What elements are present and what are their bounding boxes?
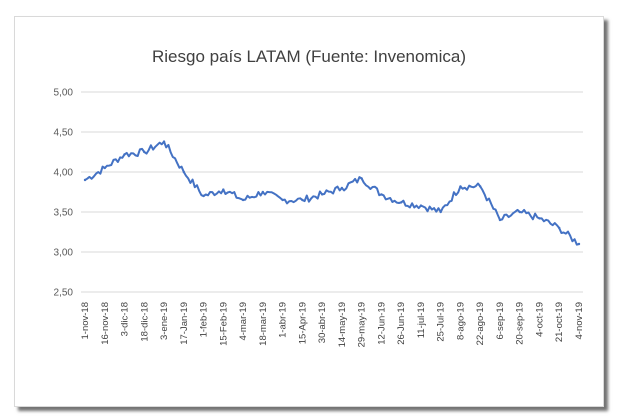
data-point bbox=[558, 226, 561, 230]
x-tick-label: 16-nov-18 bbox=[100, 302, 111, 345]
y-tick-label: 3,50 bbox=[54, 208, 74, 219]
data-point bbox=[222, 188, 225, 191]
x-tick-label: 18-mar-19 bbox=[258, 302, 269, 346]
data-point bbox=[439, 210, 442, 214]
data-point bbox=[301, 198, 304, 202]
x-tick-label: 1-nov-18 bbox=[80, 302, 91, 340]
data-point bbox=[123, 153, 126, 156]
data-point bbox=[281, 198, 284, 202]
x-tick-label: 17-Jan-19 bbox=[179, 302, 190, 345]
data-point bbox=[479, 185, 482, 188]
x-tick-label: 8-ago-19 bbox=[455, 302, 466, 340]
data-point bbox=[360, 177, 363, 180]
data-point bbox=[261, 190, 265, 194]
x-tick-label: 29-may-19 bbox=[357, 302, 368, 347]
data-point bbox=[103, 166, 106, 170]
x-tick-label: 1-abr-19 bbox=[278, 302, 289, 338]
data-point bbox=[380, 193, 383, 196]
y-tick-label: 4,00 bbox=[54, 168, 74, 179]
x-tick-label: 1-feb-19 bbox=[199, 302, 210, 337]
data-point bbox=[577, 242, 581, 246]
y-tick-label: 5,00 bbox=[54, 88, 74, 99]
x-tick-label: 6-sep-19 bbox=[495, 302, 506, 340]
data-point bbox=[498, 218, 502, 222]
x-tick-label: 4-oct-19 bbox=[534, 302, 545, 337]
series-line bbox=[84, 140, 580, 246]
x-tick-label: 15-Feb-19 bbox=[218, 302, 229, 346]
x-tick-label: 25-Jul-19 bbox=[436, 302, 447, 342]
x-tick-label: 26-Jun-19 bbox=[396, 302, 407, 345]
chart-frame: Riesgo país LATAM (Fuente: Invenomica) 5… bbox=[14, 16, 604, 407]
data-point bbox=[182, 170, 185, 174]
x-tick-label: 15-Apr-19 bbox=[297, 302, 308, 344]
data-point bbox=[202, 194, 205, 198]
data-point bbox=[143, 150, 146, 154]
data-point bbox=[518, 210, 521, 214]
data-point bbox=[241, 198, 245, 202]
x-tick-label: 3-ene-19 bbox=[159, 302, 170, 340]
x-tick-label: 4-nov-19 bbox=[574, 302, 585, 340]
x-tick-label: 11-jul-19 bbox=[416, 302, 427, 338]
data-point bbox=[83, 178, 87, 182]
x-tick-label: 3-dic-18 bbox=[120, 302, 131, 336]
x-tick-label: 20-sep-19 bbox=[515, 302, 526, 345]
x-tick-label: 4-mar-19 bbox=[238, 302, 249, 341]
x-tick-label: 21-oct-19 bbox=[554, 302, 565, 342]
line-chart: 5,00 4,50 4,00 3,50 3,00 2,50 1-nov-18 16-nov-1… bbox=[54, 88, 585, 348]
chart-title: Riesgo país LATAM (Fuente: Invenomica) bbox=[151, 47, 466, 66]
x-tick-label: 30-abr-19 bbox=[317, 302, 328, 343]
x-tick-label: 14-may-19 bbox=[337, 302, 348, 347]
data-point bbox=[399, 201, 403, 204]
data-point bbox=[320, 193, 324, 196]
data-point bbox=[340, 186, 344, 190]
y-tick-label: 3,00 bbox=[54, 248, 74, 259]
data-point bbox=[459, 185, 462, 188]
x-tick-label: 18-dic-18 bbox=[139, 302, 150, 342]
y-tick-label: 4,50 bbox=[54, 128, 74, 139]
y-tick-label: 2,50 bbox=[54, 288, 74, 299]
data-point bbox=[538, 217, 541, 220]
x-tick-label: 22-ago-19 bbox=[475, 302, 486, 345]
x-tick-label: 12-Jun-19 bbox=[376, 302, 387, 345]
data-point bbox=[419, 204, 423, 207]
data-point bbox=[162, 140, 166, 143]
